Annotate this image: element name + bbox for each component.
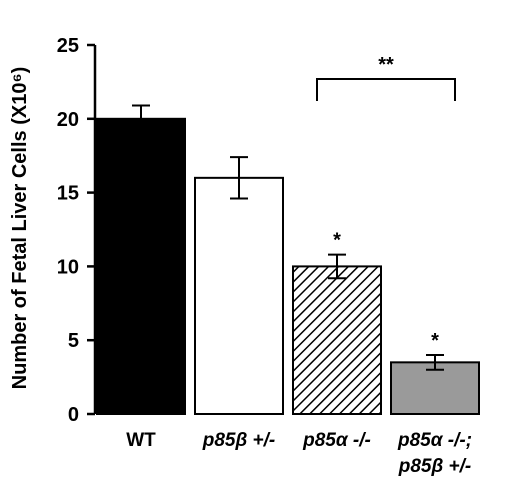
bracket-line xyxy=(316,77,456,101)
y-tick-label: 0 xyxy=(68,404,79,426)
y-tick-label: 15 xyxy=(57,183,79,205)
bar-2 xyxy=(292,265,382,415)
bar-3 xyxy=(390,361,480,415)
y-tick-label: 5 xyxy=(68,330,79,352)
significance-bracket: ** xyxy=(316,54,456,101)
x-tick-label-3: p85α -/-; xyxy=(397,430,472,451)
significance-2: * xyxy=(333,230,341,252)
significance-3: * xyxy=(431,330,439,352)
x-tick-label-2: p85α -/- xyxy=(302,430,371,451)
y-axis-label: Number of Fetal Liver Cells (X10⁶) xyxy=(9,67,31,390)
y-tick-label: 20 xyxy=(57,109,79,131)
bar-0 xyxy=(96,117,186,416)
bar-1 xyxy=(194,176,284,415)
x-axis-labels: WT p85β +/- p85α -/- p85α -/-; p85β +/- xyxy=(126,430,472,477)
error-bars xyxy=(132,104,444,371)
y-tick-label: 25 xyxy=(57,35,79,57)
significance-markers: ** xyxy=(333,230,439,352)
x-tick-label-0: WT xyxy=(126,430,156,451)
x-tick-label-3-line2: p85β +/- xyxy=(398,456,472,477)
y-tick-label: 10 xyxy=(57,256,79,278)
bracket-label: ** xyxy=(378,54,394,76)
bars xyxy=(96,117,480,416)
x-tick-label-1: p85β +/- xyxy=(202,430,276,451)
y-axis: 0 5 10 15 20 25 xyxy=(57,35,97,426)
